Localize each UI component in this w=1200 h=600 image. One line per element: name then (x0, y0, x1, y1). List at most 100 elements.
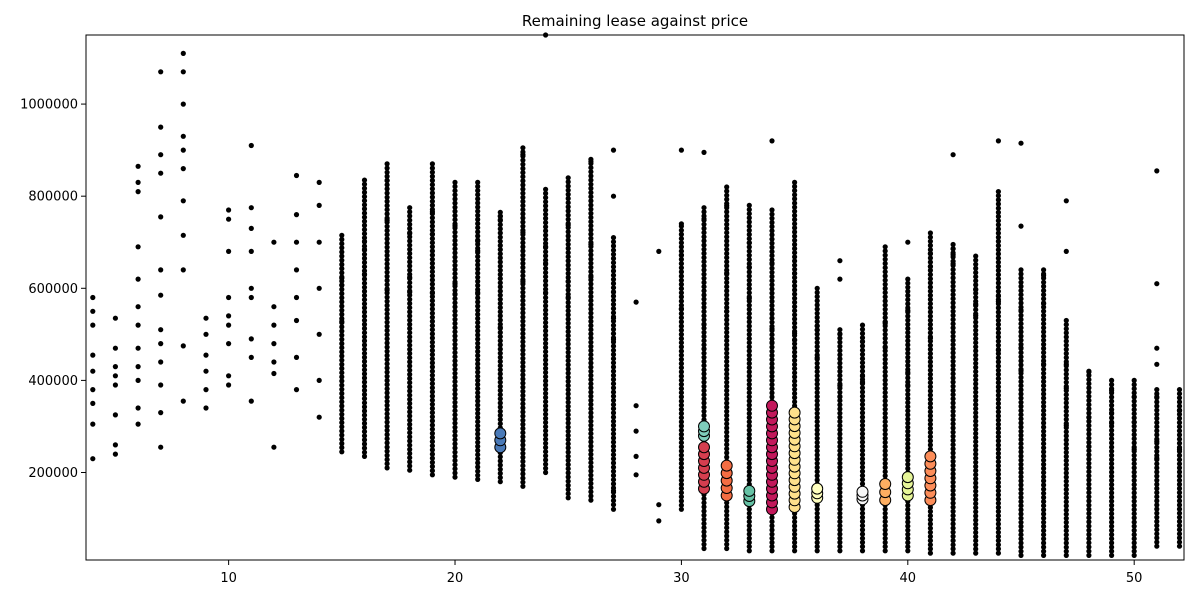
data-point (973, 468, 979, 474)
data-point (520, 483, 526, 489)
data-point (973, 348, 979, 354)
data-point (995, 321, 1002, 328)
data-point (769, 527, 775, 533)
data-point (950, 546, 956, 552)
data-point (769, 544, 775, 550)
data-point (1063, 322, 1069, 328)
data-point (610, 447, 617, 454)
data-point (746, 527, 752, 533)
data-point (950, 358, 956, 364)
data-point (995, 193, 1002, 199)
data-point (973, 435, 979, 441)
data-point (814, 339, 820, 346)
data-point (407, 305, 413, 311)
data-point (678, 323, 685, 329)
data-point (792, 374, 798, 380)
data-point (792, 225, 798, 231)
data-point (814, 535, 820, 541)
data-point (1109, 552, 1115, 559)
data-point (950, 287, 956, 293)
data-point (384, 461, 390, 467)
data-point (882, 464, 888, 471)
data-point (701, 296, 707, 302)
data-point (543, 282, 549, 288)
data-point (610, 347, 617, 353)
data-point (429, 335, 435, 341)
data-point (1131, 423, 1137, 429)
data-point (905, 375, 911, 381)
data-point (384, 444, 390, 450)
data-point (792, 233, 798, 239)
data-point (995, 243, 1002, 249)
data-point (1154, 481, 1160, 487)
data-point (950, 252, 956, 258)
data-point (1018, 379, 1024, 385)
data-point (384, 390, 390, 396)
data-point (339, 299, 345, 305)
data-point (882, 539, 888, 546)
data-point (565, 441, 571, 447)
data-point (1063, 536, 1069, 542)
data-point (701, 317, 707, 323)
data-point (429, 252, 435, 258)
data-point (497, 217, 503, 223)
data-point (769, 539, 775, 546)
data-point (746, 402, 752, 408)
data-point (1176, 535, 1183, 541)
data-point (1041, 283, 1047, 289)
data-point (995, 405, 1002, 411)
data-point (905, 325, 911, 332)
data-point (543, 328, 549, 334)
data-point (1086, 544, 1092, 550)
data-point (339, 270, 345, 276)
data-point (1176, 518, 1183, 525)
data-point (610, 406, 617, 412)
data-point (588, 406, 594, 412)
data-point (180, 232, 186, 238)
data-point (1018, 511, 1024, 517)
data-point (701, 255, 707, 261)
data-point (1131, 498, 1137, 504)
data-point (950, 350, 956, 356)
data-point (339, 445, 345, 451)
data-point (158, 359, 164, 365)
data-point (429, 202, 435, 208)
data-point (1018, 362, 1024, 368)
data-point (746, 223, 752, 229)
data-point (565, 353, 571, 360)
data-point (882, 531, 888, 537)
data-point (701, 242, 707, 248)
data-point (90, 456, 96, 462)
data-point (769, 240, 775, 246)
data-point (407, 317, 413, 323)
data-point (973, 344, 979, 350)
data-point (792, 308, 798, 314)
data-point (882, 320, 888, 327)
data-point (565, 399, 571, 405)
data-point (384, 352, 390, 359)
data-point (520, 293, 526, 299)
data-point (475, 324, 481, 330)
data-point (859, 322, 866, 328)
data-point (520, 229, 526, 236)
data-point (1018, 536, 1024, 542)
data-point (678, 440, 685, 446)
data-point (1131, 411, 1137, 417)
data-point (361, 246, 368, 252)
data-point (520, 273, 526, 279)
data-point (927, 513, 934, 519)
data-point (339, 345, 345, 351)
data-point (475, 221, 481, 227)
data-point (1041, 350, 1047, 356)
data-point (678, 261, 685, 267)
data-point (927, 392, 934, 398)
x-tick-label: 20 (447, 571, 464, 586)
data-point (226, 248, 232, 254)
data-point (475, 414, 481, 421)
data-point (1018, 519, 1024, 525)
data-point (293, 387, 300, 393)
data-point (905, 457, 911, 463)
data-point (610, 393, 617, 399)
data-point (837, 368, 843, 374)
data-point (520, 182, 526, 188)
